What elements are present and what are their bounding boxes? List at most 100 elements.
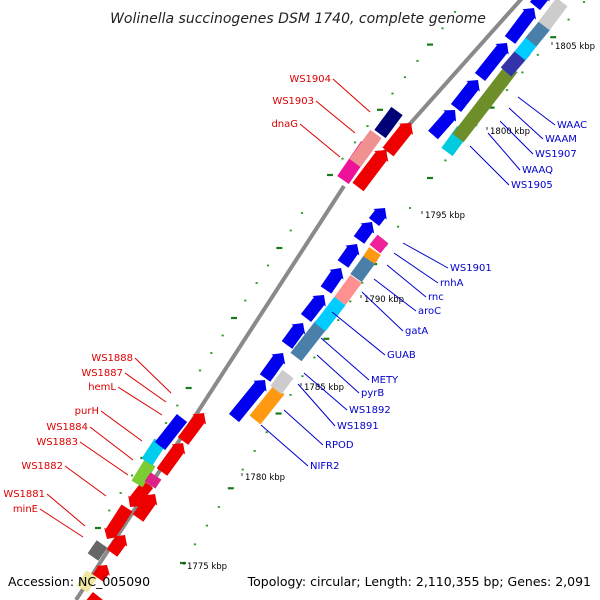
gene-feature	[154, 413, 188, 451]
label-leader-line	[64, 465, 107, 497]
gene-feature	[144, 472, 162, 489]
label-leader-line	[283, 409, 324, 446]
label-leader-line	[393, 252, 439, 284]
gene-feature	[300, 295, 326, 323]
gene-label: minE	[13, 504, 38, 515]
gene-feature	[452, 63, 518, 143]
label-leader-line	[297, 383, 336, 427]
gene-label: WS1888	[91, 353, 133, 364]
gene-labels: WS1904 WS1903 dnaG WS1888 WS1887 hemL purH WS18…	[3, 74, 587, 538]
gene-feature	[131, 459, 156, 488]
gene-label: hemL	[88, 382, 116, 393]
accession-text: Accession: NC_005090	[8, 574, 150, 589]
gene-feature	[353, 222, 375, 244]
gene-feature	[529, 0, 550, 11]
gene-label: WS1887	[81, 368, 123, 379]
gene-feature	[106, 535, 128, 557]
label-leader-line	[134, 357, 172, 394]
label-leader-line	[89, 426, 134, 461]
tick-label: 1795 kbp	[425, 211, 465, 221]
gene-feature	[369, 234, 389, 254]
label-leader-line	[46, 493, 86, 527]
gene-label: WS1905	[511, 180, 553, 191]
gene-feature	[428, 110, 457, 140]
gene-feature	[128, 479, 154, 507]
gene-label: WS1883	[36, 437, 78, 448]
label-leader-line	[386, 264, 427, 298]
gene-feature	[228, 380, 267, 423]
gene-label: WS1891	[337, 421, 379, 432]
gene-feature	[363, 247, 381, 264]
gene-label: rnhA	[440, 278, 464, 289]
label-leader-line	[100, 410, 143, 442]
gene-label: WS1884	[46, 422, 88, 433]
label-leader-line	[331, 311, 386, 356]
gene-label: dnaG	[271, 119, 298, 130]
gene-label: NIFR2	[310, 461, 340, 472]
gene-feature	[84, 591, 103, 600]
gene-label: purH	[75, 406, 99, 417]
gene-label: WS1882	[21, 461, 63, 472]
gene-label: RPOD	[325, 440, 354, 451]
gene-feature	[281, 323, 306, 349]
gene-label: gatA	[405, 326, 428, 337]
gene-label: WS1907	[535, 149, 577, 160]
gene-label: GUAB	[387, 350, 416, 361]
gene-label: rnc	[428, 292, 444, 303]
label-leader-line	[124, 372, 167, 403]
label-leader-line	[320, 337, 370, 381]
gene-feature	[92, 565, 110, 582]
label-leader-line	[117, 386, 163, 416]
gene-feature	[349, 129, 382, 168]
label-leader-line	[79, 441, 129, 476]
tick-label: 1790 kbp	[364, 295, 404, 305]
gene-feature	[337, 244, 360, 268]
gene-feature	[504, 8, 536, 44]
gene-feature	[104, 504, 133, 539]
gene-label: WS1892	[349, 405, 391, 416]
label-leader-line	[402, 242, 449, 269]
gene-feature	[352, 150, 389, 192]
tick-label: 1785 kbp	[304, 383, 344, 393]
gene-label: aroC	[418, 306, 441, 317]
gene-label: WS1903	[272, 96, 314, 107]
gene-feature	[87, 540, 108, 561]
genome-summary-text: Topology: circular; Length: 2,110,355 bp…	[247, 574, 591, 589]
gene-feature	[259, 353, 286, 382]
label-leader-line	[315, 100, 356, 134]
gene-feature	[334, 274, 362, 306]
gene-feature	[290, 320, 327, 362]
label-leader-line	[499, 120, 534, 155]
label-leader-line	[39, 508, 84, 538]
tick-label: 1805 kbp	[555, 42, 595, 52]
tick-label: 1800 kbp	[490, 127, 530, 137]
label-leader-line	[469, 145, 510, 186]
label-leader-line	[373, 278, 417, 312]
tick-label: 1780 kbp	[245, 473, 285, 483]
gene-label: WS1901	[450, 263, 492, 274]
gene-feature	[538, 0, 568, 31]
gene-feature	[525, 20, 551, 47]
label-leader-line	[487, 132, 521, 171]
label-leader-line	[517, 96, 556, 126]
label-leader-line	[316, 354, 360, 394]
gene-feature	[249, 385, 285, 425]
tick-label: 1775 kbp	[187, 562, 227, 572]
gene-label: WS1904	[289, 74, 331, 85]
label-leader-line	[303, 372, 348, 411]
gene-label: WAAQ	[522, 165, 553, 176]
backbone-segment	[74, 184, 346, 600]
label-leader-line	[299, 123, 341, 158]
label-leader-line	[508, 107, 544, 140]
gene-feature	[270, 369, 294, 395]
gene-feature	[382, 123, 414, 157]
gene-feature	[76, 570, 98, 593]
gene-feature	[474, 43, 509, 82]
gene-feature	[177, 413, 206, 445]
label-leader-line	[260, 424, 309, 467]
gene-label: METY	[371, 375, 399, 386]
gene-feature	[314, 296, 346, 332]
gene-feature	[132, 494, 158, 522]
gene-features	[76, 0, 568, 600]
